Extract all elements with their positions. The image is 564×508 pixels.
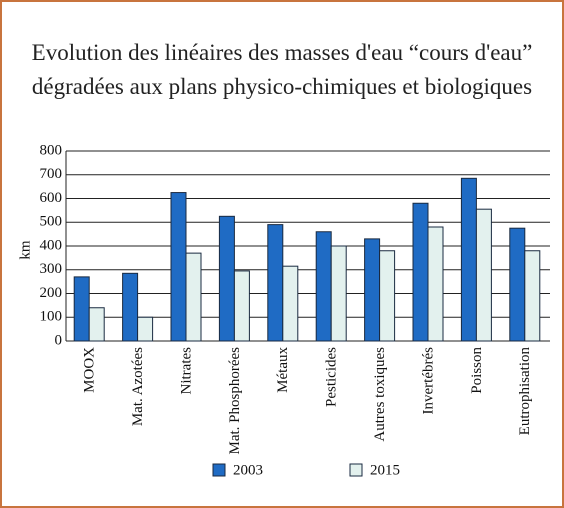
bar <box>73 276 90 342</box>
bar <box>88 307 105 342</box>
y-tick-label: 200 <box>40 285 63 301</box>
bar <box>524 250 541 342</box>
y-tick-label: 600 <box>40 190 63 206</box>
bar <box>475 208 492 342</box>
legend-label: 2003 <box>233 462 263 478</box>
x-tick-label: Autres toxiques <box>372 347 388 442</box>
bar <box>412 202 429 342</box>
y-tick-label: 300 <box>40 261 63 277</box>
x-tick-label: Mat. Azotées <box>130 347 146 426</box>
bar <box>379 250 396 342</box>
x-tick-label: Nitrates <box>178 347 194 395</box>
bar <box>427 226 444 342</box>
x-tick-label: Poisson <box>469 347 485 394</box>
bar <box>509 227 526 342</box>
bar <box>267 224 284 342</box>
bar <box>170 192 187 342</box>
bar <box>282 265 299 342</box>
x-tick-label: MOOX <box>82 347 98 393</box>
bar <box>185 252 202 342</box>
x-tick-label: Pesticides <box>324 347 340 407</box>
bar <box>330 245 347 342</box>
bar <box>122 272 139 342</box>
legend-swatch <box>212 463 226 477</box>
bar <box>137 316 154 342</box>
y-tick-label: 500 <box>40 214 63 230</box>
y-axis-label: km <box>17 240 33 260</box>
bar <box>233 270 250 342</box>
chart-title: Evolution des linéaires des masses d'eau… <box>31 40 533 99</box>
x-tick-label: Métaux <box>275 347 291 393</box>
y-tick-label: 100 <box>40 309 63 325</box>
y-tick-label: 800 <box>40 142 63 158</box>
bar <box>460 177 477 342</box>
bar <box>315 231 332 342</box>
x-tick-label: Invertébrés <box>420 347 436 415</box>
bar <box>218 215 235 342</box>
legend-label: 2015 <box>370 462 400 478</box>
bar <box>364 238 381 342</box>
y-tick-label: 700 <box>40 166 63 182</box>
x-tick-label: Mat. Phosphorées <box>227 347 243 455</box>
y-tick-label: 400 <box>40 237 63 253</box>
legend-swatch <box>349 463 363 477</box>
y-tick-label: 0 <box>55 332 63 348</box>
x-tick-label: Eutrophisation <box>517 347 533 436</box>
